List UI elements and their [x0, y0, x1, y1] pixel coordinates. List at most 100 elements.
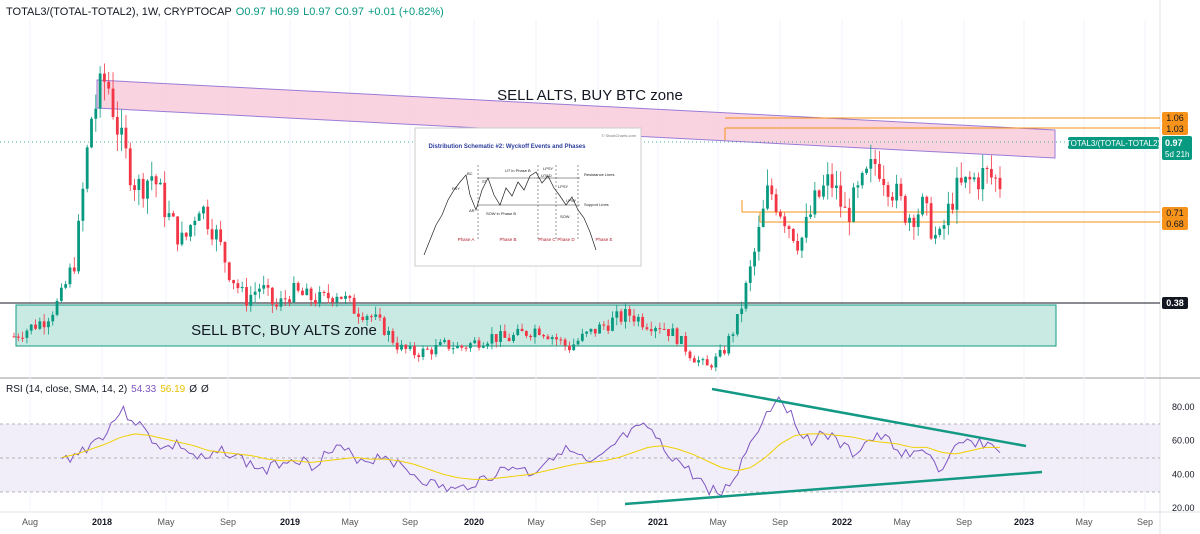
inset-phase-c: Phase C: [538, 237, 556, 242]
candle-body: [210, 229, 214, 240]
rsi-upper-trendline[interactable]: [711, 387, 1027, 448]
candle-body: [619, 311, 623, 322]
candle-body: [270, 287, 274, 305]
candle-body: [111, 88, 115, 117]
candle-body: [977, 177, 980, 190]
inset-phase-d: Phase D: [557, 237, 575, 242]
sell-btc-zone[interactable]: [15, 304, 1057, 347]
time-tick-label: Sep: [590, 517, 606, 527]
candle-body: [787, 226, 791, 229]
candle-body: [85, 147, 89, 189]
candle-body: [25, 330, 29, 338]
time-tick-label: 2020: [464, 517, 484, 527]
candle-body: [279, 298, 283, 307]
candle-body: [486, 343, 490, 347]
candle-body: [133, 185, 136, 191]
candle-body: [464, 347, 468, 349]
candle-body: [322, 292, 326, 294]
candle-body: [843, 206, 847, 208]
candle-body: [602, 324, 606, 326]
candle-body: [555, 337, 558, 340]
candle-body: [357, 313, 360, 317]
candle-body: [615, 311, 619, 318]
candle-body: [189, 225, 192, 237]
wyckoff-inset[interactable]: © StockCharts.com Distribution Schematic…: [414, 127, 642, 267]
time-tick-label: 2023: [1014, 517, 1034, 527]
time-tick-label: May: [341, 517, 359, 527]
inset-phase-b: Phase B: [499, 237, 516, 242]
inset-label-lpsy-3: LPSY: [566, 198, 577, 203]
candle-body: [968, 176, 972, 180]
candle-body: [654, 328, 657, 332]
inset-label-utad: UTAD: [541, 173, 552, 178]
rsi-lower-trendline[interactable]: [624, 470, 1043, 506]
candle-body: [886, 185, 890, 197]
candle-body: [481, 346, 485, 348]
candle-body: [593, 328, 597, 334]
candle-body: [576, 340, 580, 345]
symbol-legend[interactable]: TOTAL3/(TOTAL-TOTAL2), 1W, CRYPTOCAP O0.…: [6, 6, 444, 18]
candle-body: [438, 341, 442, 346]
candle-body: [679, 335, 683, 344]
candle-body: [598, 324, 601, 334]
candle-body: [253, 291, 257, 295]
candle-body: [120, 127, 124, 135]
candle-body: [770, 185, 774, 195]
time-tick-label: May: [157, 517, 175, 527]
candle-body: [227, 262, 231, 281]
candle-body: [692, 358, 696, 363]
label-0-68-bg: [1162, 218, 1188, 230]
candle-body: [417, 355, 421, 358]
symbol-name: TOTAL3/(TOTAL-TOTAL2), 1W, CRYPTOCAP: [6, 6, 232, 18]
candle-body: [972, 177, 976, 180]
candle-body: [124, 127, 128, 149]
candle-body: [206, 206, 210, 230]
candle-body: [425, 348, 429, 350]
candle-body: [946, 203, 950, 226]
candle-body: [809, 214, 812, 217]
candle-body: [94, 108, 98, 119]
candle-body: [662, 329, 666, 331]
candlestick-series: [12, 63, 1002, 372]
candle-body: [262, 285, 266, 289]
candle-body: [757, 226, 761, 252]
time-tick-label: Sep: [1137, 517, 1153, 527]
inset-price-path: [423, 171, 597, 256]
inset-phase-e: Phase E: [595, 237, 612, 242]
candle-body: [697, 360, 701, 363]
candle-body: [839, 185, 843, 207]
candle-body: [400, 344, 403, 350]
candle-body: [748, 266, 752, 283]
inset-label-psy: PSY: [452, 186, 460, 191]
candle-body: [77, 220, 80, 272]
candle-body: [197, 213, 201, 221]
candle-body: [348, 295, 352, 298]
candle-body: [38, 321, 42, 329]
candle-body: [852, 187, 856, 222]
candle-body: [705, 359, 709, 366]
rsi-pane[interactable]: 80.00 60.00 40.00 20.00: [0, 387, 1195, 513]
candle-body: [830, 174, 834, 188]
candle-body: [292, 283, 296, 303]
time-tick-label: May: [527, 517, 545, 527]
label-1-03: 1.03: [1166, 124, 1184, 134]
inset-source: © StockCharts.com: [601, 133, 636, 138]
inset-label-bc: BC: [467, 171, 473, 176]
label-1-06-bg: [1162, 112, 1188, 124]
candle-body: [873, 159, 877, 164]
candle-body: [193, 220, 197, 226]
rsi-tick-label: 20.00: [1172, 503, 1195, 513]
rsi-axis: 80.00 60.00 40.00 20.00: [1172, 402, 1195, 513]
candle-body: [318, 292, 322, 304]
sell-alts-zone[interactable]: [96, 79, 1056, 159]
candle-body: [589, 328, 593, 332]
candle-body: [219, 229, 223, 243]
rsi-legend[interactable]: RSI (14, close, SMA, 14, 2) 54.33 56.19 …: [6, 384, 209, 395]
candle-body: [675, 328, 679, 344]
candle-body: [313, 300, 317, 304]
candle-body: [649, 329, 653, 332]
candle-body: [494, 334, 498, 342]
candle-body: [180, 232, 184, 245]
candle-body: [546, 336, 550, 340]
